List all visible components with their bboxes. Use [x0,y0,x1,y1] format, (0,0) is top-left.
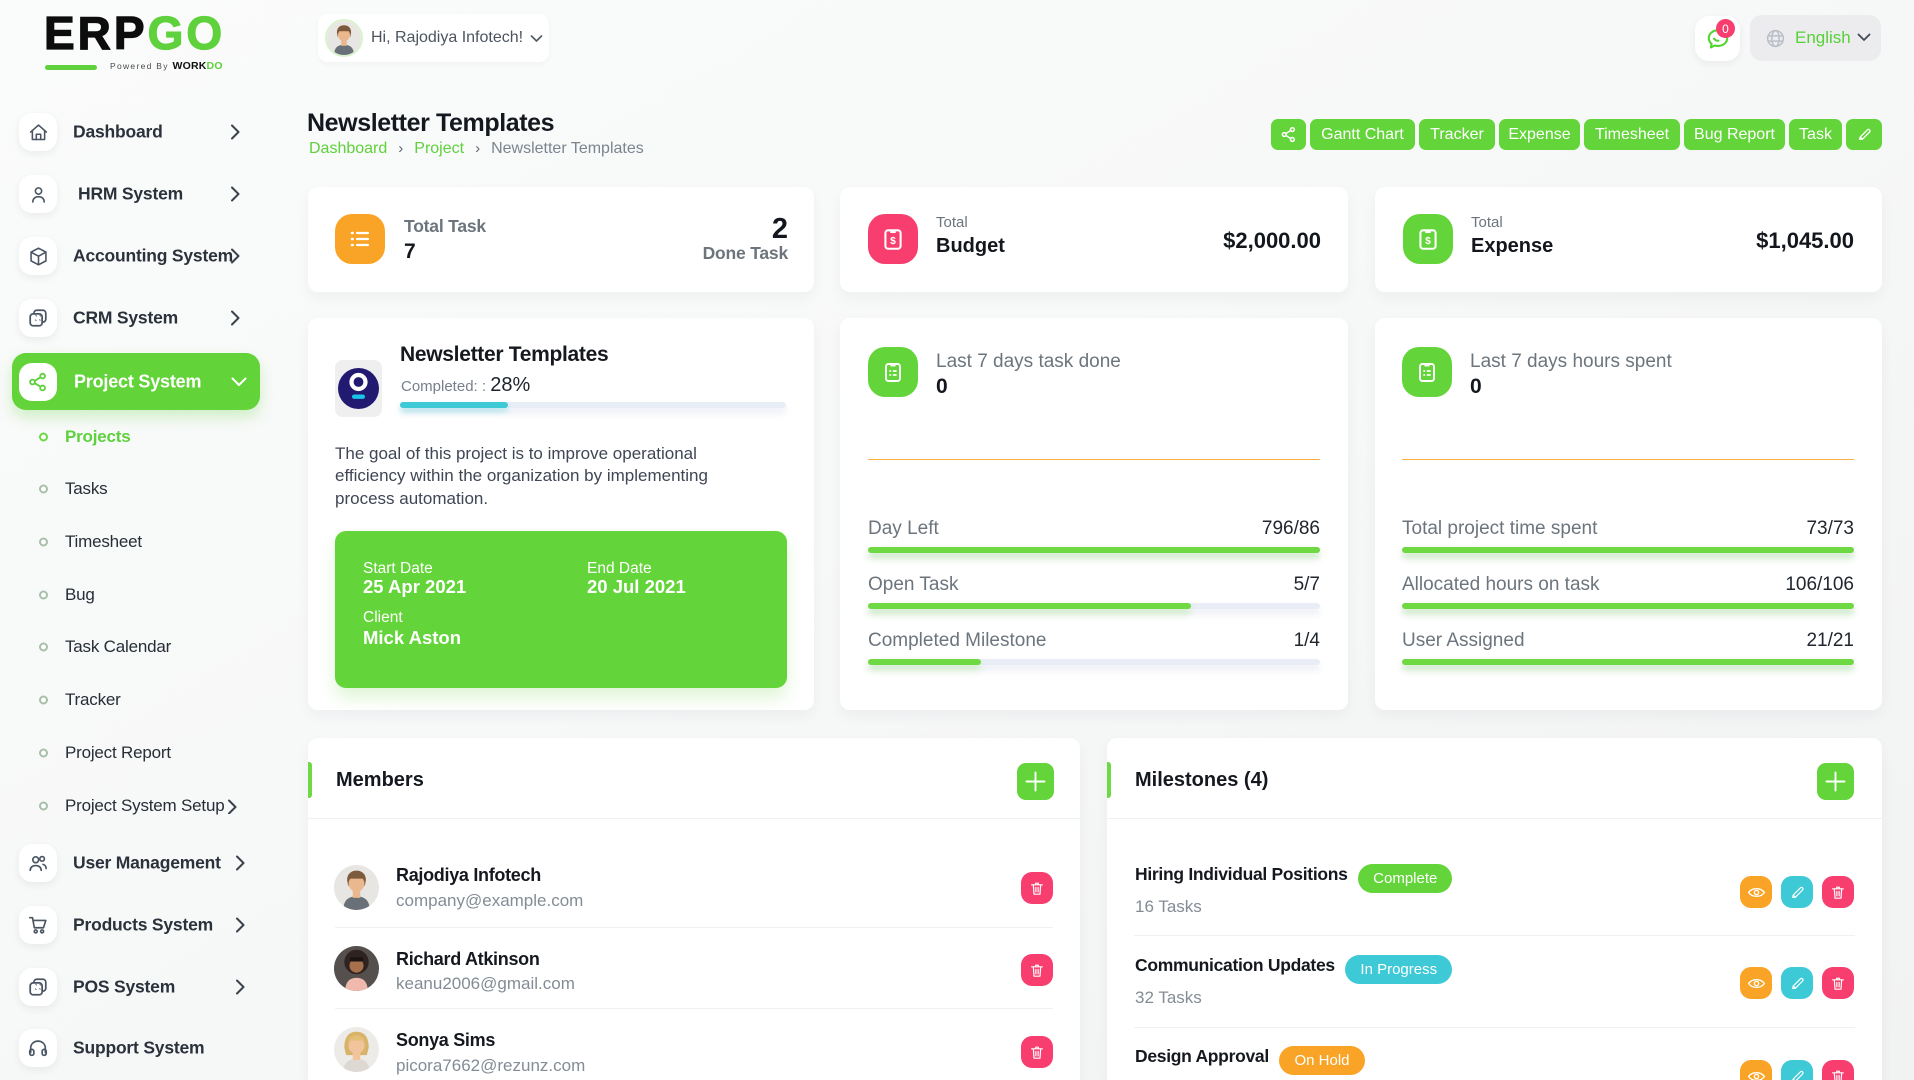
svg-text:$: $ [890,236,896,247]
svg-text:$: $ [1425,236,1431,247]
